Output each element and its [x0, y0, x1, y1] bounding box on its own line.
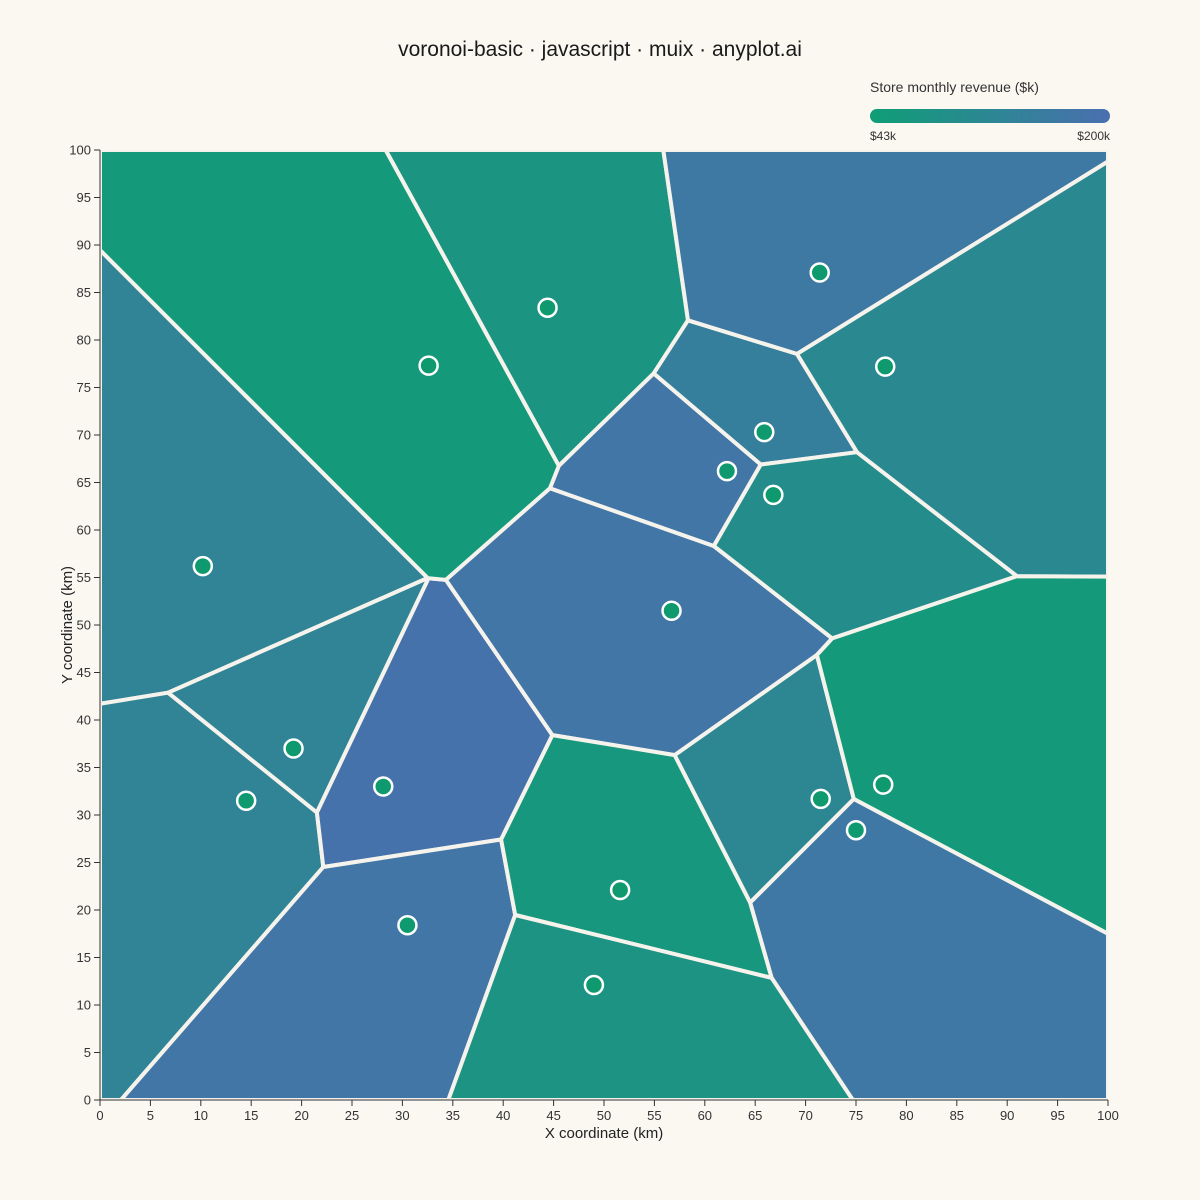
y-tick-label: 45	[77, 665, 91, 680]
x-tick-label: 15	[244, 1108, 258, 1123]
y-tick-label: 100	[69, 143, 91, 158]
x-tick-label: 80	[899, 1108, 913, 1123]
x-tick-label: 30	[395, 1108, 409, 1123]
y-tick-label: 55	[77, 570, 91, 585]
x-tick-label: 65	[748, 1108, 762, 1123]
x-tick-label: 85	[950, 1108, 964, 1123]
x-tick-label: 95	[1050, 1108, 1064, 1123]
y-tick-label: 35	[77, 760, 91, 775]
store-point	[809, 262, 830, 283]
y-tick-label: 95	[77, 190, 91, 205]
y-tick-label: 65	[77, 475, 91, 490]
y-tick-label: 70	[77, 428, 91, 443]
x-tick-label: 100	[1097, 1108, 1119, 1123]
y-tick-label: 5	[84, 1045, 91, 1060]
x-tick-label: 55	[647, 1108, 661, 1123]
y-tick-label: 10	[77, 998, 91, 1013]
store-point	[763, 484, 784, 506]
store-point	[235, 790, 257, 811]
y-tick-label: 20	[77, 903, 91, 918]
y-tick-label: 0	[84, 1093, 91, 1108]
store-point	[661, 600, 682, 621]
store-point	[192, 555, 214, 577]
store-points	[192, 262, 896, 996]
x-tick-label: 90	[1000, 1108, 1014, 1123]
y-axis-label: Y coordinate (km)	[59, 566, 76, 684]
y-tick-label: 40	[77, 713, 91, 728]
store-point	[609, 879, 631, 901]
store-point	[845, 819, 867, 841]
store-point	[716, 460, 738, 482]
colorbar-legend: Store monthly revenue ($k) $43k $200k	[870, 79, 1111, 143]
y-tick-label: 60	[77, 523, 91, 538]
axes: 0 5 10 15 20 25 30 35 40 45 50 55 60 65 70 75 80 85 90 95 10…	[69, 143, 1119, 1124]
voronoi-cells	[100, 150, 1108, 1100]
x-tick-label: 50	[597, 1108, 611, 1123]
chart-title: voronoi-basic · javascript · muix · anyp…	[398, 38, 802, 61]
store-point	[874, 356, 896, 377]
x-axis-label: X coordinate (km)	[545, 1125, 663, 1142]
store-point	[283, 738, 304, 759]
x-tick-label: 5	[147, 1108, 154, 1123]
x-tick-label: 70	[798, 1108, 812, 1123]
x-tick-label: 35	[446, 1108, 460, 1123]
store-point	[397, 914, 418, 936]
store-point	[754, 421, 775, 443]
store-point	[372, 776, 394, 797]
y-tick-label: 25	[77, 855, 91, 870]
y-tick-label: 85	[77, 285, 91, 300]
store-point	[418, 355, 439, 376]
voronoi-cell	[748, 797, 1108, 1100]
legend-min-label: $43k	[870, 129, 897, 143]
store-point	[583, 974, 605, 996]
y-tick-label: 80	[77, 333, 91, 348]
x-tick-label: 45	[546, 1108, 560, 1123]
legend-max-label: $200k	[1077, 129, 1111, 143]
x-tick-label: 10	[194, 1108, 208, 1123]
x-tick-label: 0	[96, 1108, 103, 1123]
store-point	[537, 297, 558, 318]
y-tick-label: 50	[77, 618, 91, 633]
store-point	[810, 788, 831, 810]
y-tick-label: 30	[77, 808, 91, 823]
x-tick-label: 20	[294, 1108, 308, 1123]
y-tick-label: 75	[77, 380, 91, 395]
x-tick-label: 75	[849, 1108, 863, 1123]
x-tick-label: 60	[698, 1108, 712, 1123]
y-tick-label: 90	[77, 238, 91, 253]
x-tick-label: 25	[345, 1108, 359, 1123]
y-tick-label: 15	[77, 950, 91, 965]
legend-title: Store monthly revenue ($k)	[870, 79, 1039, 95]
x-tick-label: 40	[496, 1108, 510, 1123]
legend-color-bar	[870, 109, 1110, 123]
store-point	[872, 774, 894, 795]
